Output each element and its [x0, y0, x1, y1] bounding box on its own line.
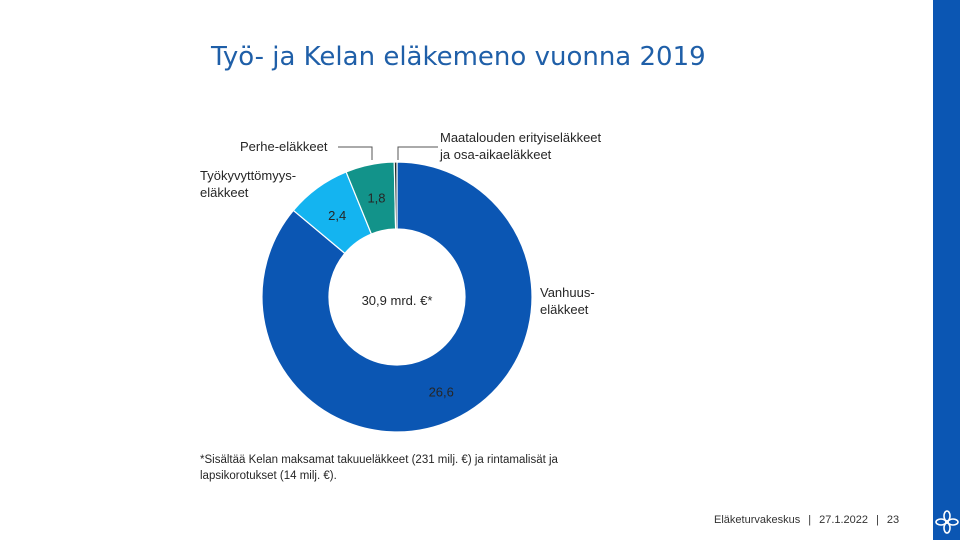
donut-slice-0 [261, 161, 533, 433]
slice-category-label-3-0: Maatalouden erityiseläkkeet [440, 130, 602, 145]
footer-org: Eläketurvakeskus [714, 514, 801, 526]
footer-date: 27.1.2022 [819, 514, 869, 526]
footer-separator-2: | [876, 514, 879, 526]
leader-line-3 [397, 146, 438, 160]
chart-slices [261, 161, 533, 433]
side-accent-bar [933, 0, 960, 540]
slice-category-label-3-1: ja osa-aikaeläkkeet [439, 147, 552, 162]
slice-value-label-2: 1,8 [367, 191, 385, 206]
footnote: *Sisältää Kelan maksamat takuueläkkeet (… [200, 452, 620, 484]
footnote-line-2: lapsikorotukset (14 milj. €). [200, 470, 337, 482]
slice-category-label-2-0: Perhe-eläkkeet [240, 139, 328, 154]
footer: Eläketurvakeskus | 27.1.2022 | 23 [714, 514, 899, 526]
slice-category-label-0-1: eläkkeet [540, 302, 589, 317]
footer-separator-1: | [808, 514, 812, 526]
footnote-line-1: *Sisältää Kelan maksamat takuueläkkeet (… [200, 454, 558, 466]
slice-value-label-0: 26,6 [429, 385, 454, 400]
leader-line-2 [338, 146, 373, 160]
chart-labels: 26,6 Vanhuus-eläkkeet 2,4 Työkyvyttömyys-el… [200, 130, 602, 400]
slice-category-label-0-0: Vanhuus- [540, 285, 595, 300]
slide-title: Työ- ja Kelan eläkemeno vuonna 2019 [211, 42, 706, 72]
donut-slice-3 [393, 161, 398, 230]
flower-logo-icon [935, 510, 959, 534]
footer-page-number: 23 [886, 514, 900, 526]
center-total-label: 30,9 mrd. €* [362, 293, 433, 308]
slice-category-label-1-0: Työkyvyttömyys- [200, 168, 296, 183]
slice-value-label-1: 2,4 [328, 208, 346, 223]
slice-category-label-1-1: eläkkeet [200, 185, 249, 200]
